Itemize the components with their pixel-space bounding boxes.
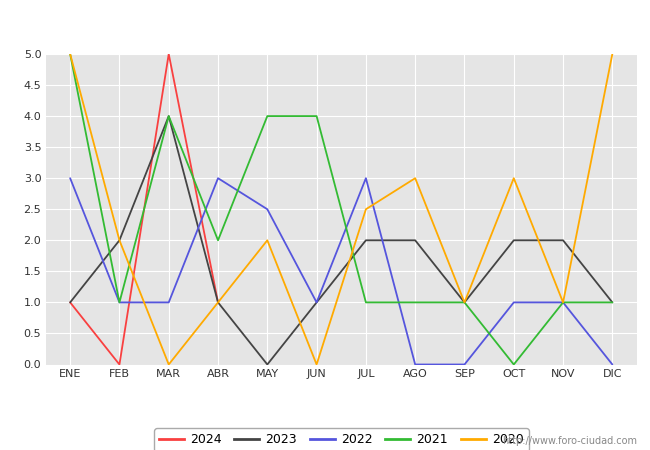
Text: http://www.foro-ciudad.com: http://www.foro-ciudad.com (502, 436, 637, 446)
Legend: 2024, 2023, 2022, 2021, 2020: 2024, 2023, 2022, 2021, 2020 (154, 428, 528, 450)
Text: Matriculaciones de Vehiculos en Torre de Miguel Sesmero: Matriculaciones de Vehiculos en Torre de… (105, 15, 545, 30)
